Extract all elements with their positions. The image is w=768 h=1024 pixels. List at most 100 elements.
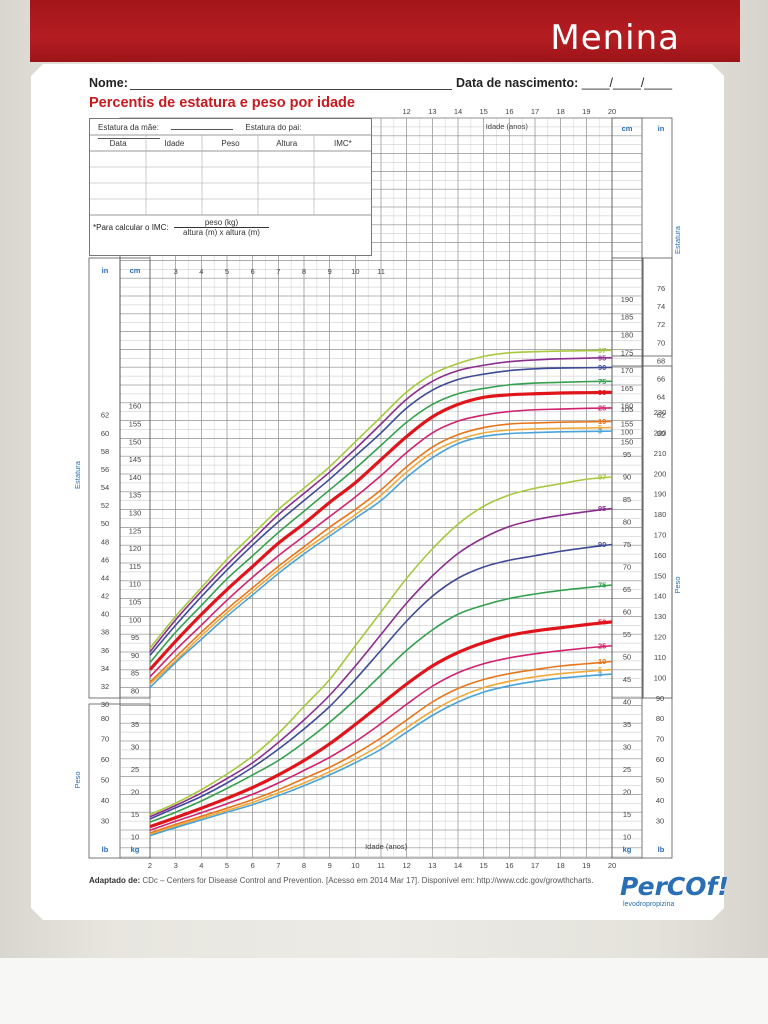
height-p5-label: 5: [598, 423, 602, 432]
left-kg-label: kg: [131, 845, 140, 854]
right-kg-tick: 35: [623, 720, 631, 729]
right-lb-tick: 70: [656, 735, 664, 744]
weight-p90-line: [149, 543, 613, 820]
left-kg-tick: 10: [131, 833, 139, 842]
right-kg-tick: 25: [623, 765, 631, 774]
right-lb-tick: 110: [654, 653, 666, 662]
left-in-tick: 46: [101, 555, 109, 564]
table-header: Data Idade Peso Altura IMC*: [90, 139, 371, 148]
x-tick-top: 13: [428, 107, 436, 116]
measurement-table[interactable]: Estatura da mãe: Estatura do pai: Data I…: [89, 118, 372, 256]
left-in-tick: 42: [101, 592, 109, 601]
right-lb-tick: 150: [654, 571, 667, 580]
right-weight-title: Peso: [673, 576, 682, 593]
right-lb-tick: 140: [654, 592, 667, 601]
height-p97-label: 97: [598, 346, 606, 355]
right-in-tick: 76: [657, 284, 665, 293]
mother-height-label: Estatura da mãe:: [98, 123, 159, 132]
left-cm-tick: 125: [129, 526, 142, 535]
footer-source: Adaptado de: CDc – Centers for Disease C…: [89, 876, 609, 885]
right-kg-tick: 60: [623, 608, 631, 617]
left-lb-tick: 80: [101, 714, 109, 723]
right-in-tick: 68: [657, 356, 665, 365]
table-rules: [90, 134, 371, 216]
left-in-tick: 50: [101, 519, 109, 528]
weight-p25-label: 25: [598, 641, 606, 650]
x-tick-bottom: 4: [199, 861, 203, 870]
right-lb-tick: 190: [654, 490, 667, 499]
right-lb-tick: 120: [654, 633, 667, 642]
x-tick-bottom: 6: [251, 861, 255, 870]
height-p3-line: [149, 430, 613, 689]
right-kg-tick: 20: [623, 788, 631, 797]
height-p3-label: 3: [598, 427, 602, 436]
weight-p95-label: 95: [598, 504, 606, 513]
right-lb-tick: 180: [654, 510, 667, 519]
weight-p5-line: [149, 668, 613, 836]
weight-p50-label: 50: [598, 617, 606, 626]
height-p25-label: 25: [598, 403, 606, 412]
right-lb-tick: 230: [654, 408, 667, 417]
x-tick-bottom: 18: [556, 861, 564, 870]
left-kg-tick: 15: [131, 810, 139, 819]
left-cm-tick: 120: [129, 544, 142, 553]
x-tick-mid: 8: [302, 267, 306, 276]
footer-adapted-label: Adaptado de:: [89, 876, 141, 885]
right-kg-tick: 30: [623, 743, 631, 752]
height-p10-line: [149, 420, 613, 683]
father-height-field[interactable]: [98, 138, 160, 139]
right-in-label: in: [658, 124, 665, 133]
x-tick-bottom: 17: [531, 861, 539, 870]
right-height-title: Estatura: [673, 225, 682, 254]
col-peso: Peso: [221, 139, 240, 148]
right-in-tick: 72: [657, 320, 665, 329]
left-cm-scale: [119, 257, 151, 699]
right-kg-tick: 80: [623, 518, 631, 527]
dob-field[interactable]: Data de nascimento: ____/____/____: [456, 76, 672, 90]
height-p95-line: [149, 356, 613, 653]
header-banner: Menina: [30, 0, 740, 62]
height-p75-label: 75: [598, 377, 606, 386]
bmi-formula: peso (kg) altura (m) x altura (m): [174, 218, 269, 237]
x-tick-bottom: 10: [351, 861, 359, 870]
x-tick-top: 16: [505, 107, 513, 116]
left-cm-tick: 160: [129, 402, 142, 411]
x-tick-bottom: 12: [402, 861, 410, 870]
left-lb-tick: 40: [101, 796, 109, 805]
left-in-label: in: [102, 266, 109, 275]
weight-p95-line: [149, 507, 613, 818]
x-tick-top: 18: [556, 107, 564, 116]
height-p90-line: [149, 366, 613, 656]
left-cm-tick: 105: [129, 598, 142, 607]
left-in-tick: 60: [101, 429, 109, 438]
height-p50-line: [148, 390, 613, 671]
left-cm-tick: 140: [129, 473, 142, 482]
x-tick-bottom: 8: [302, 861, 306, 870]
right-cm-tick: 175: [621, 348, 634, 357]
height-p75-line: [149, 380, 613, 664]
right-kg-label: kg: [623, 845, 632, 854]
right-kg-tick: 65: [623, 585, 631, 594]
name-field[interactable]: [130, 89, 452, 90]
weight-p97-label: 97: [598, 473, 606, 482]
percentile-curves: [148, 349, 613, 837]
right-kg-tick: 15: [623, 810, 631, 819]
x-tick-bottom: 16: [505, 861, 513, 870]
col-idade: Idade: [164, 139, 185, 148]
right-kg-tick: 45: [623, 675, 631, 684]
weight-p90-label: 90: [598, 540, 606, 549]
x-tick-bottom: 11: [377, 861, 385, 870]
right-lb-tick: 40: [656, 796, 664, 805]
mother-height-field[interactable]: [171, 129, 234, 130]
parents-heights: Estatura da mãe: Estatura do pai:: [98, 123, 371, 141]
x-tick-bottom: 20: [608, 861, 616, 870]
left-weight-title: Peso: [73, 771, 82, 788]
col-imc: IMC*: [334, 139, 352, 148]
banner-title: Menina: [550, 18, 680, 58]
right-cm-tick: 165: [621, 384, 634, 393]
father-height-label: Estatura do pai:: [245, 123, 302, 132]
x-tick-bottom: 14: [454, 861, 462, 870]
left-weight-scale: [88, 703, 151, 859]
